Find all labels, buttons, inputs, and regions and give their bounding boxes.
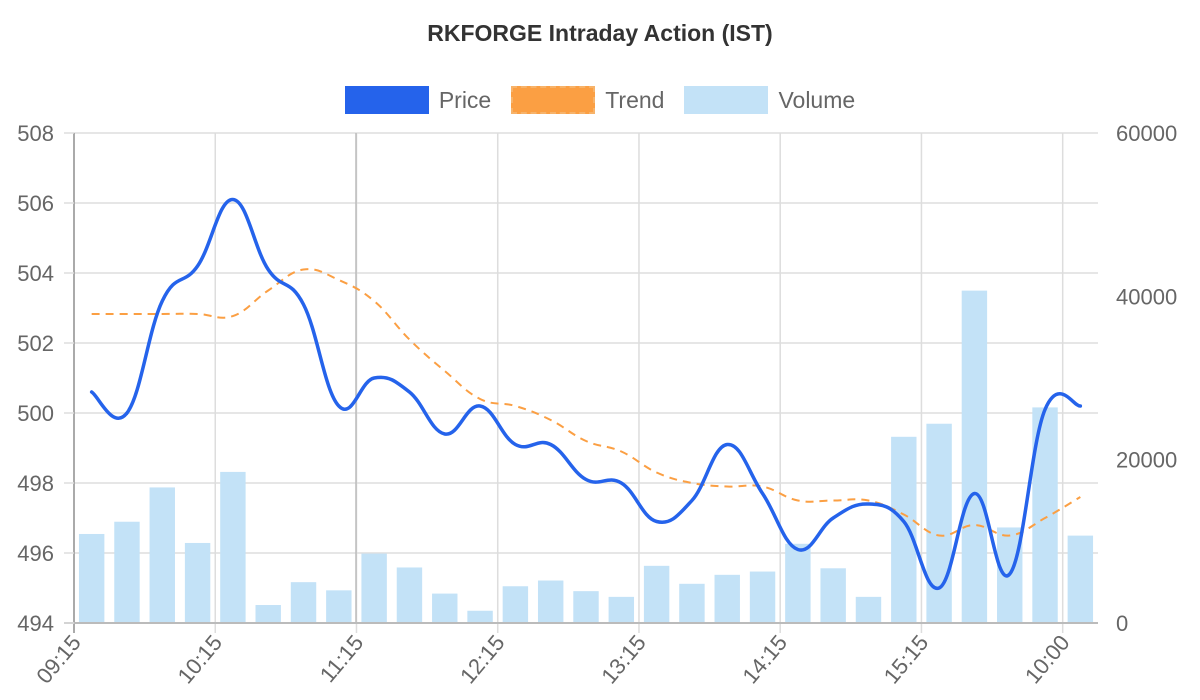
y-left-tick-label: 502 — [17, 331, 54, 356]
volume-bar[interactable] — [714, 574, 740, 623]
volume-bar[interactable] — [926, 423, 952, 623]
x-tick-label: 15:15 — [879, 630, 934, 688]
y-right-tick-label: 20000 — [1116, 448, 1177, 473]
y-right-tick-label: 60000 — [1116, 121, 1177, 146]
volume-bar[interactable] — [326, 590, 352, 623]
volume-bar[interactable] — [467, 610, 493, 623]
volume-bar[interactable] — [255, 605, 281, 623]
volume-bar[interactable] — [537, 580, 564, 623]
x-axis-labels: 09:15 10:15 11:15 12:15 13:15 14:15 15:15 10:00 — [31, 630, 1074, 688]
y-left-tick-label: 496 — [17, 541, 54, 566]
x-tick-label: 10:15 — [173, 630, 228, 688]
volume-bar[interactable] — [502, 586, 529, 623]
legend-label-price: Price — [438, 86, 492, 113]
y-axis-right-labels: 0 20000 40000 60000 — [1116, 121, 1177, 636]
legend-item-price[interactable]: Price — [344, 86, 492, 114]
y-axis-left-labels: 494 496 498 500 502 504 506 508 — [17, 121, 74, 636]
price-line — [89, 197, 1083, 590]
trend-line — [91, 268, 1081, 537]
x-tick-label: 14:15 — [737, 630, 792, 688]
y-right-tick-label: 40000 — [1116, 284, 1177, 309]
chart-title: RKFORGE Intraday Action (IST) — [427, 20, 773, 46]
y-left-tick-label: 504 — [17, 261, 54, 286]
legend: Price Trend Volume — [0, 86, 1200, 114]
x-tick-label: 12:15 — [455, 630, 510, 688]
volume-bar[interactable] — [679, 583, 705, 623]
volume-bar[interactable] — [78, 533, 105, 623]
legend-label-trend: Trend — [605, 86, 665, 113]
volume-bar[interactable] — [643, 565, 670, 623]
volume-bar[interactable] — [432, 593, 458, 623]
volume-bar[interactable] — [749, 571, 776, 623]
volume-bar[interactable] — [149, 487, 175, 623]
x-tick-label: 10:00 — [1020, 630, 1075, 688]
legend-item-trend[interactable]: Trend — [511, 86, 664, 114]
volume-bar[interactable] — [220, 471, 246, 623]
y-left-tick-label: 506 — [17, 191, 54, 216]
volume-bar[interactable] — [114, 521, 140, 623]
volume-bar[interactable] — [1067, 535, 1094, 623]
y-left-tick-label: 498 — [17, 471, 54, 496]
y-right-tick-label: 0 — [1116, 611, 1128, 636]
y-left-tick-label: 500 — [17, 401, 54, 426]
x-tick-label: 13:15 — [596, 630, 651, 688]
y-left-tick-label: 508 — [17, 121, 54, 146]
volume-bar[interactable] — [361, 553, 387, 623]
legend-label-volume: Volume — [778, 86, 856, 113]
volume-bar[interactable] — [608, 596, 635, 623]
axes — [64, 133, 1098, 633]
volume-bar[interactable] — [891, 436, 917, 623]
y-left-tick-label: 494 — [17, 611, 54, 636]
x-tick-label: 09:15 — [31, 630, 86, 688]
volume-bar[interactable] — [855, 596, 882, 623]
legend-swatch-trend — [511, 86, 596, 114]
volume-bar[interactable] — [820, 568, 846, 623]
legend-swatch-price — [344, 86, 429, 114]
legend-swatch-volume — [684, 86, 769, 114]
volume-bar[interactable] — [396, 567, 423, 623]
legend-item-volume[interactable]: Volume — [684, 86, 855, 114]
volume-bar[interactable] — [184, 542, 211, 623]
volume-bar[interactable] — [961, 290, 988, 623]
x-tick-label: 11:15 — [315, 630, 368, 687]
volume-bar[interactable] — [785, 543, 811, 623]
volume-bar[interactable] — [573, 591, 599, 623]
volume-bar[interactable] — [290, 582, 317, 623]
volume-bars — [78, 290, 1094, 623]
